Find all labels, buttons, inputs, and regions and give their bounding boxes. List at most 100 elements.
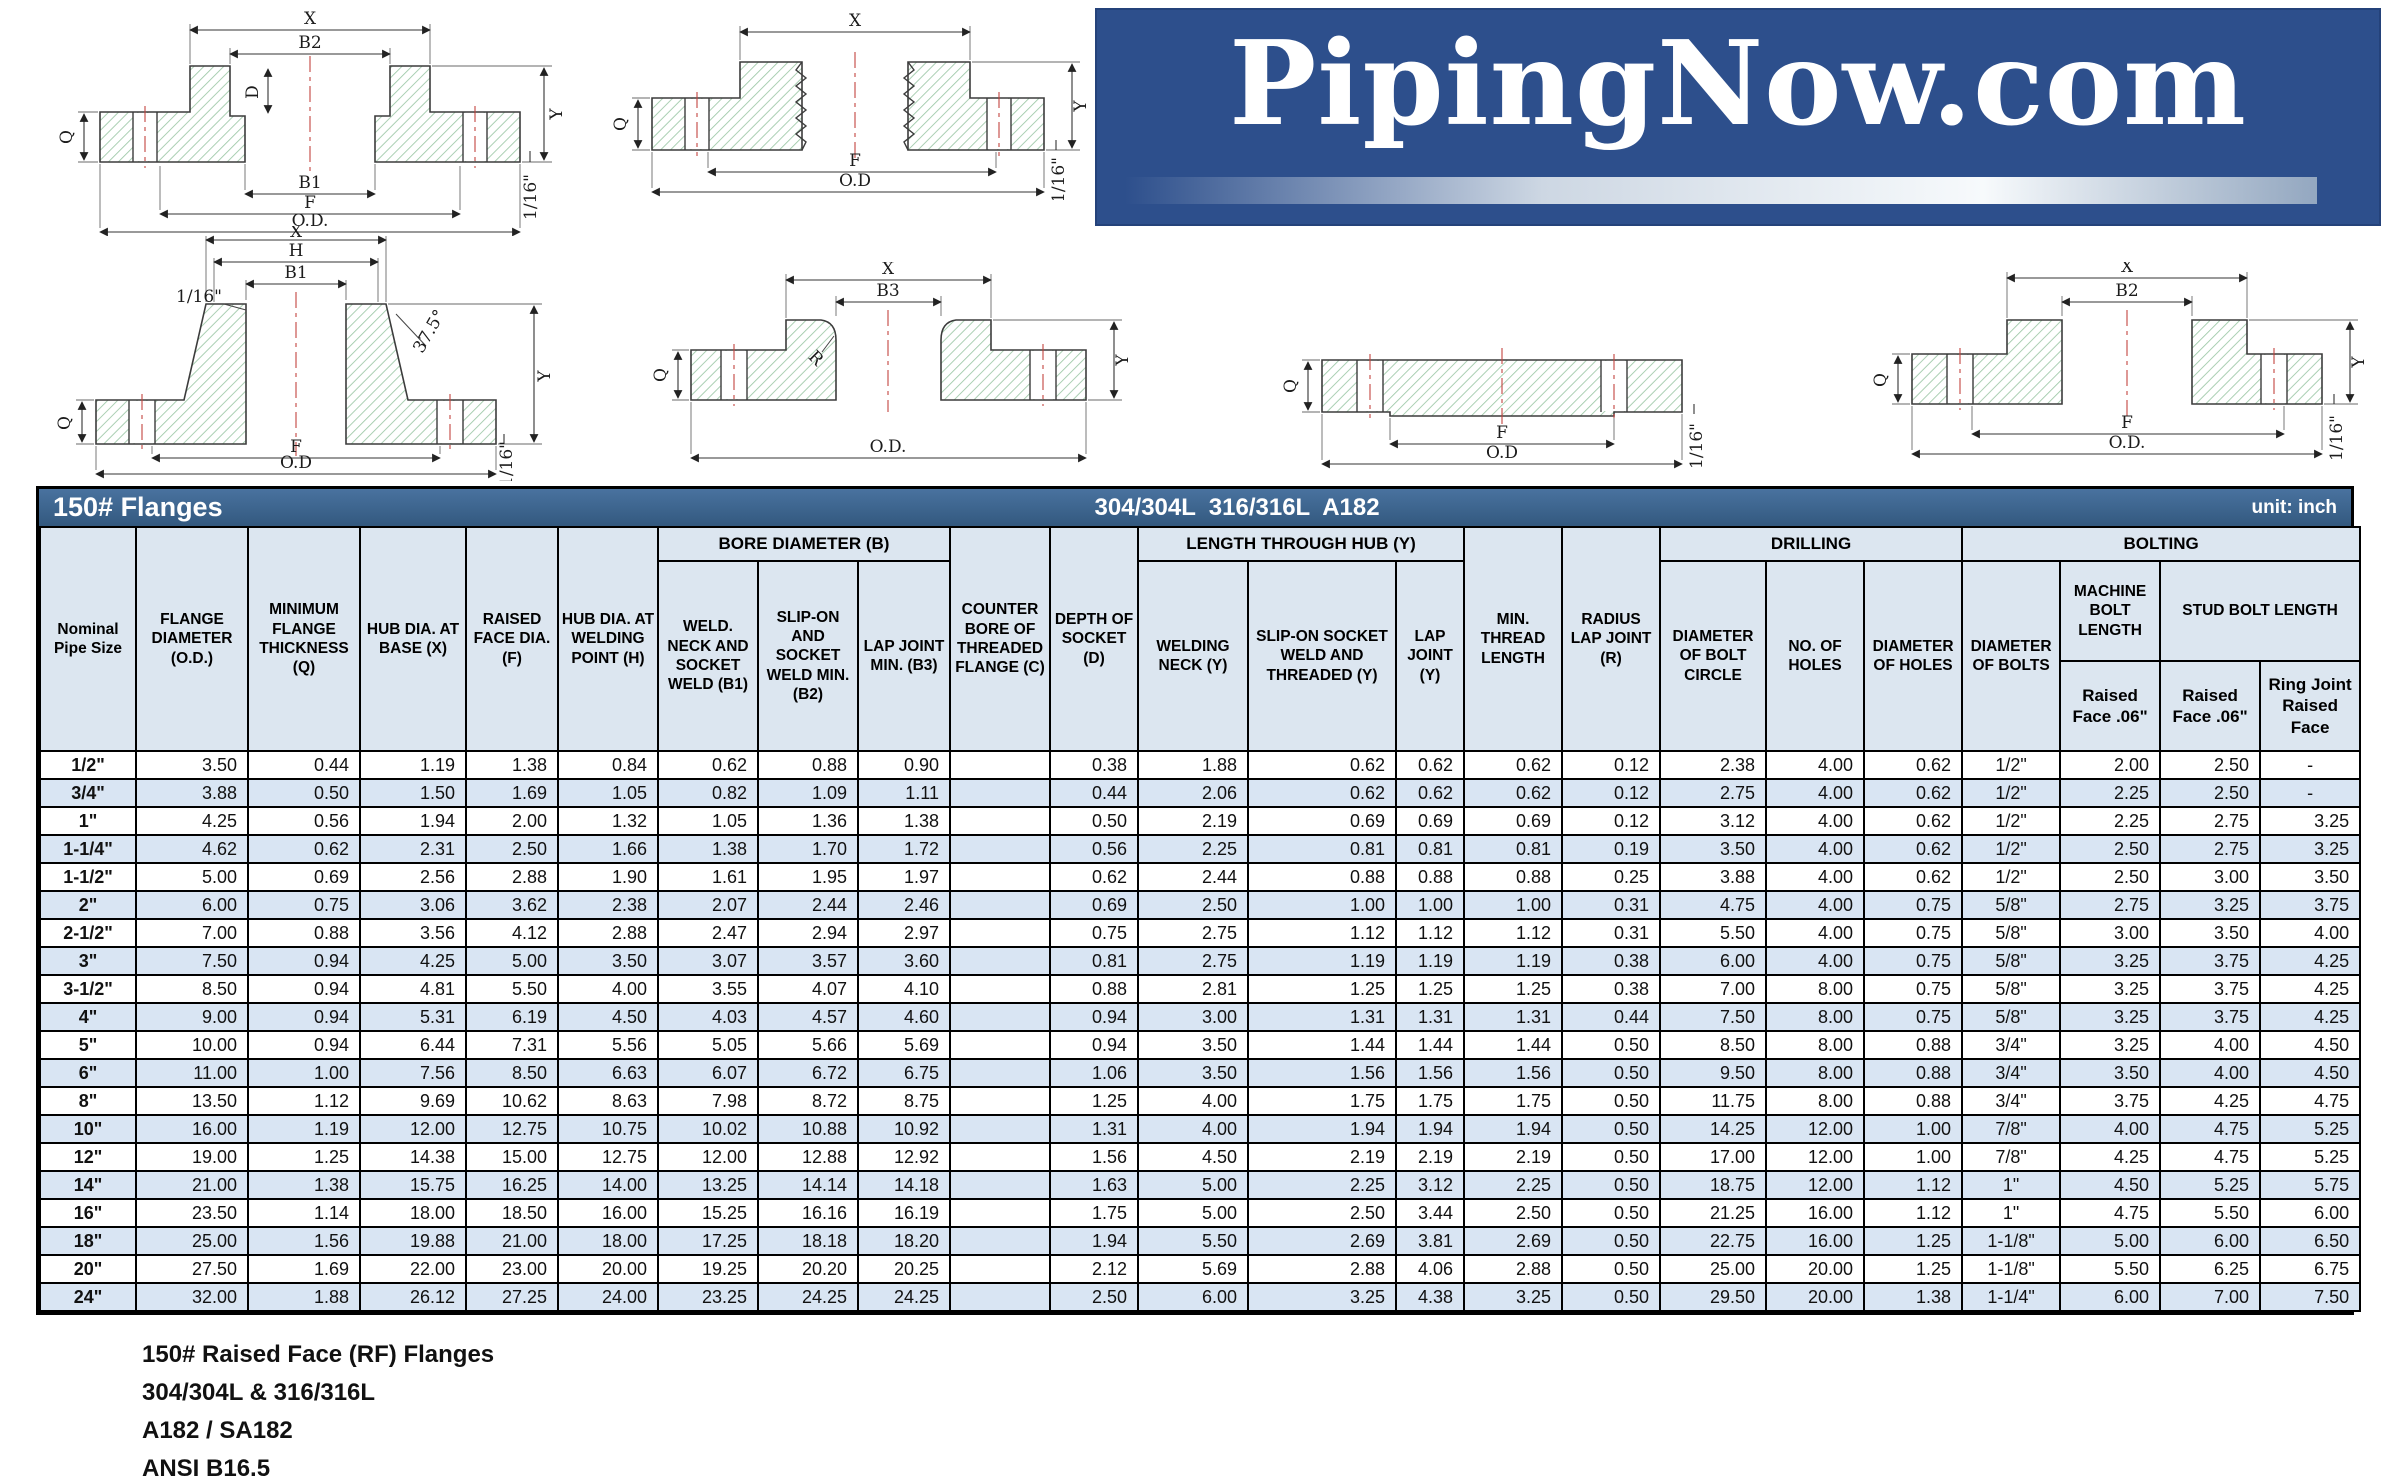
- cell: 1.25: [247, 1142, 361, 1172]
- cell: 0.62: [1463, 778, 1564, 808]
- cell: 12.00: [1765, 1114, 1866, 1144]
- cell: 1.97: [857, 862, 951, 892]
- cell: 1": [1961, 1198, 2062, 1228]
- cell: 8.63: [557, 1086, 659, 1116]
- cell: 27.50: [135, 1254, 249, 1284]
- cell: 1.88: [1137, 750, 1249, 780]
- dim-label: Q: [611, 117, 631, 131]
- cell: -: [2259, 750, 2362, 780]
- cell: [949, 1226, 1051, 1256]
- dimensions: X B2 D Q Y 1/16" B1 F O.D.: [57, 9, 567, 236]
- cell: 7.00: [135, 918, 249, 948]
- cell: 0.62: [1863, 750, 1964, 780]
- cell: [949, 834, 1051, 864]
- cell: 3.50: [2059, 1058, 2162, 1088]
- cell: 2.25: [1463, 1170, 1564, 1200]
- table-title-bar: 150# Flanges 304/304L 316/316L A182 unit…: [39, 489, 2351, 526]
- header-flange-dia: FLANGE DIAMETER (O.D.): [135, 526, 249, 752]
- header-nominal: Nominal Pipe Size: [39, 526, 137, 752]
- cell: 3.25: [2259, 834, 2362, 864]
- dim-label: O.D.: [292, 211, 329, 231]
- cell: 16.00: [1765, 1198, 1866, 1228]
- cell: 2.46: [857, 890, 951, 920]
- cell: 1.94: [1049, 1226, 1139, 1256]
- cell: 1.32: [557, 806, 659, 836]
- cell: [949, 1142, 1051, 1172]
- cell: 1/2": [1961, 862, 2062, 892]
- cell: 0.94: [247, 974, 361, 1004]
- dim-label: X: [2121, 262, 2134, 277]
- cell: 0.62: [1863, 806, 1964, 836]
- cell: 18.00: [359, 1198, 467, 1228]
- cell: 19.00: [135, 1142, 249, 1172]
- cell: 0.81: [1394, 834, 1466, 864]
- cell: 1.05: [557, 778, 659, 808]
- dim-label: O.D: [280, 453, 312, 473]
- cell: 2.88: [465, 862, 559, 892]
- cell: [949, 1282, 1051, 1312]
- cell: 1/2": [1961, 750, 2062, 780]
- dim-label: B1: [284, 263, 307, 283]
- cell: 7/8": [1961, 1142, 2062, 1172]
- dimensions: X B2 Q Y 1/16" F O.D.: [1871, 262, 2369, 461]
- header-bolt-circle: DIAMETER OF BOLT CIRCLE: [1659, 560, 1768, 752]
- header-raised-face: RAISED FACE DIA. (F): [465, 526, 559, 752]
- cell: 11.00: [135, 1058, 249, 1088]
- cell: 1.25: [1049, 1086, 1139, 1116]
- cell: 1.38: [1863, 1282, 1964, 1312]
- dim-label: O.D.: [2109, 433, 2146, 453]
- cell: 4.00: [2259, 918, 2362, 948]
- cell: 3/4": [1961, 1086, 2062, 1116]
- cell: 5.25: [2159, 1170, 2262, 1200]
- cell: 23.00: [465, 1254, 559, 1284]
- header-radius-lap: RADIUS LAP JOINT (R): [1561, 526, 1662, 752]
- table-row: 12" 19.00 1.25 14.38 15.00 12.75 12.00 12.88 12.…: [39, 1142, 2362, 1172]
- cell: 2.19: [1137, 806, 1249, 836]
- cell: 5/8": [1961, 974, 2062, 1004]
- header-stud-bolt: STUD BOLT LENGTH: [2159, 560, 2362, 662]
- cell: 0.69: [1394, 806, 1466, 836]
- table-row: 8" 13.50 1.12 9.69 10.62 8.63 7.98 8.72 8.75 1.25…: [39, 1086, 2362, 1116]
- table-title: 150# Flanges: [53, 492, 223, 522]
- cell: 0.50: [1561, 1030, 1662, 1060]
- blind-flange-drawing: Q F O.D 1/16": [1281, 348, 1707, 469]
- cell: 1.44: [1247, 1030, 1397, 1060]
- cell: [949, 1086, 1051, 1116]
- footer-line: ANSI B16.5: [142, 1455, 271, 1481]
- dim-label: Q: [55, 416, 75, 430]
- cell: 20.00: [1765, 1282, 1866, 1312]
- cell: 27.25: [465, 1282, 559, 1312]
- cell: 12.00: [1765, 1170, 1866, 1200]
- cell: 4.00: [1137, 1114, 1249, 1144]
- cell: 4.00: [1765, 750, 1866, 780]
- cell: 0.62: [1049, 862, 1139, 892]
- cell: 15.25: [657, 1198, 759, 1228]
- cell: 5": [39, 1030, 137, 1060]
- cell: 2.56: [359, 862, 467, 892]
- thread-zigzag: [794, 61, 808, 151]
- cell: 0.62: [1247, 778, 1397, 808]
- cell: 2.38: [1659, 750, 1768, 780]
- cell: 3.07: [657, 946, 759, 976]
- dim-label: X: [882, 262, 895, 279]
- cell: 7.98: [657, 1086, 759, 1116]
- cell: 14.25: [1659, 1114, 1768, 1144]
- dim-label: Q: [1871, 373, 1891, 387]
- cell: 1.09: [757, 778, 859, 808]
- cell: 1.44: [1463, 1030, 1564, 1060]
- cell: 24.25: [857, 1282, 951, 1312]
- table-header: Nominal Pipe Size FLANGE DIAMETER (O.D.)…: [39, 526, 2362, 752]
- cell: 3.06: [359, 890, 467, 920]
- cell: 4.00: [1765, 834, 1866, 864]
- cell: [949, 806, 1051, 836]
- cell: 18": [39, 1226, 137, 1256]
- cell: 1.00: [1394, 890, 1466, 920]
- cell: 0.75: [1863, 918, 1964, 948]
- cell: 25.00: [135, 1226, 249, 1256]
- cell: 4.25: [135, 806, 249, 836]
- cell: 14.00: [557, 1170, 659, 1200]
- header-hub-welding: HUB DIA. AT WELDING POINT (H): [557, 526, 659, 752]
- cell: 0.69: [1247, 806, 1397, 836]
- dim-label: F: [304, 193, 316, 213]
- cell: 4.25: [359, 946, 467, 976]
